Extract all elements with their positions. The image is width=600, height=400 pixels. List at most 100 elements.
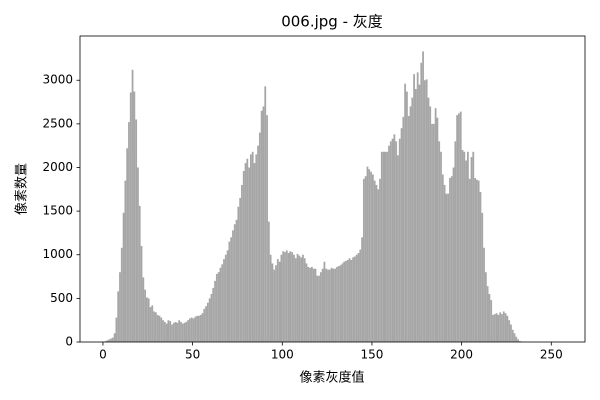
- bar: [420, 62, 423, 343]
- bar: [343, 261, 346, 342]
- bar: [246, 158, 249, 342]
- bar: [253, 163, 256, 342]
- bar: [122, 212, 125, 342]
- x-tick-label: 50: [185, 348, 200, 362]
- bar: [427, 97, 430, 342]
- bar: [128, 122, 130, 343]
- bar: [352, 257, 355, 342]
- bar: [291, 252, 294, 342]
- bar: [163, 321, 166, 342]
- bar: [382, 151, 385, 342]
- bar: [271, 263, 274, 342]
- bar: [336, 266, 338, 342]
- bar: [361, 237, 363, 342]
- bar: [414, 88, 417, 342]
- bar: [395, 141, 398, 342]
- y-axis-label: 像素数量: [15, 163, 30, 215]
- bar: [196, 315, 199, 342]
- bar: [497, 314, 500, 342]
- bar: [124, 180, 127, 342]
- bar: [445, 193, 448, 342]
- bar: [219, 267, 222, 342]
- bar: [479, 191, 482, 342]
- bar: [210, 294, 213, 342]
- bar: [440, 151, 442, 342]
- bar: [205, 306, 207, 342]
- bar: [364, 176, 367, 342]
- bar: [284, 252, 286, 342]
- bar: [321, 268, 324, 342]
- bar: [239, 198, 242, 342]
- bar: [248, 167, 251, 342]
- bar: [108, 339, 111, 342]
- bar: [131, 69, 134, 342]
- bar: [431, 123, 433, 343]
- bar: [407, 116, 410, 342]
- bar: [262, 106, 265, 342]
- bar: [357, 253, 360, 342]
- bar: [515, 336, 518, 342]
- chart-title: 006.jpg - 灰度: [281, 13, 383, 31]
- bar: [119, 272, 121, 342]
- bar: [135, 119, 138, 342]
- bar: [233, 224, 236, 342]
- bar: [350, 259, 353, 342]
- bar: [215, 273, 218, 342]
- bar: [230, 237, 233, 342]
- bar: [305, 263, 308, 342]
- bar: [475, 179, 478, 342]
- bar: [312, 268, 315, 342]
- bar: [278, 261, 281, 342]
- bar: [129, 92, 132, 343]
- bar: [201, 313, 204, 342]
- bar: [449, 177, 451, 342]
- bar: [214, 280, 216, 342]
- bar: [499, 312, 502, 342]
- bar: [334, 268, 337, 342]
- bar: [318, 275, 320, 342]
- y-tick-label: 2500: [42, 116, 73, 130]
- bar: [303, 258, 306, 342]
- bar: [413, 74, 415, 342]
- bar: [388, 145, 390, 342]
- bar: [359, 249, 362, 342]
- bar: [309, 267, 311, 342]
- bar: [355, 254, 358, 342]
- bar: [280, 254, 283, 342]
- bar: [145, 297, 148, 342]
- bar: [110, 338, 112, 342]
- bar: [174, 321, 177, 342]
- y-tick-label: 0: [65, 335, 73, 349]
- bar: [397, 155, 399, 342]
- bar: [171, 324, 173, 342]
- bar: [373, 180, 376, 342]
- bar: [314, 268, 317, 342]
- bar: [199, 314, 202, 342]
- bar: [144, 289, 146, 342]
- bar: [493, 314, 496, 342]
- bar: [183, 322, 186, 342]
- bar: [465, 160, 467, 342]
- bar: [285, 250, 288, 342]
- x-tick-label: 200: [450, 348, 473, 362]
- bar: [470, 157, 473, 342]
- bar: [151, 305, 154, 342]
- x-tick-label: 150: [361, 348, 384, 362]
- bar: [203, 308, 206, 342]
- bar: [513, 333, 516, 342]
- y-tick-label: 3000: [42, 73, 73, 87]
- bar: [474, 177, 476, 342]
- bar: [287, 253, 290, 342]
- bar: [140, 246, 143, 342]
- bar: [275, 265, 277, 342]
- bar: [323, 261, 326, 342]
- bar: [120, 247, 123, 342]
- bar: [137, 167, 139, 342]
- bar: [147, 298, 150, 342]
- bar: [438, 141, 441, 342]
- bar: [443, 184, 446, 342]
- x-tick-label: 0: [99, 348, 107, 362]
- bar: [113, 333, 116, 342]
- bar: [273, 269, 276, 342]
